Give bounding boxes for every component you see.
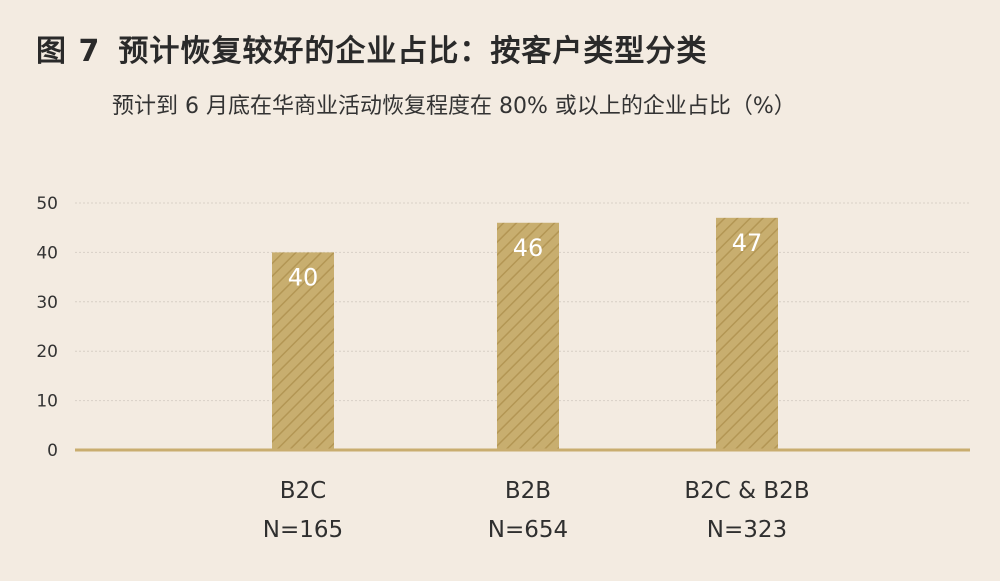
y-tick-label: 50: [36, 194, 58, 214]
x-category-sample-size: N=165: [263, 517, 343, 543]
figure-subtitle: 预计到 6 月底在华商业活动恢复程度在 80% 或以上的企业占比（%）: [112, 94, 796, 119]
y-tick-label: 40: [36, 243, 58, 263]
x-category-label: B2B: [505, 478, 551, 504]
bar: [272, 252, 334, 450]
figure-title: 图 7 预计恢复较好的企业占比：按客户类型分类: [36, 26, 707, 70]
x-category-sample-size: N=323: [707, 517, 787, 543]
bar-value-label: 40: [288, 263, 319, 291]
bar-value-label: 46: [513, 234, 544, 262]
bar: [716, 217, 778, 450]
category-labels: B2C N=165 B2B N=654 B2C & B2B N=323: [263, 478, 810, 543]
bar: [497, 222, 559, 450]
figure-title-text: 预计恢复较好的企业占比：按客户类型分类: [118, 34, 708, 69]
y-tick-label: 30: [36, 293, 58, 313]
y-tick-label: 10: [36, 392, 58, 412]
x-category-sample-size: N=654: [488, 517, 568, 543]
y-axis-ticks: 0 10 20 30 40 50: [36, 194, 58, 461]
bars: 40 46 47: [272, 217, 778, 450]
x-category-label: B2C & B2B: [684, 478, 809, 504]
y-tick-label: 0: [47, 441, 58, 461]
x-category-label: B2C: [280, 478, 326, 504]
figure-number: 图 7: [36, 34, 101, 69]
y-tick-label: 20: [36, 342, 58, 362]
gridlines: [75, 202, 970, 402]
bar-value-label: 47: [732, 229, 763, 257]
